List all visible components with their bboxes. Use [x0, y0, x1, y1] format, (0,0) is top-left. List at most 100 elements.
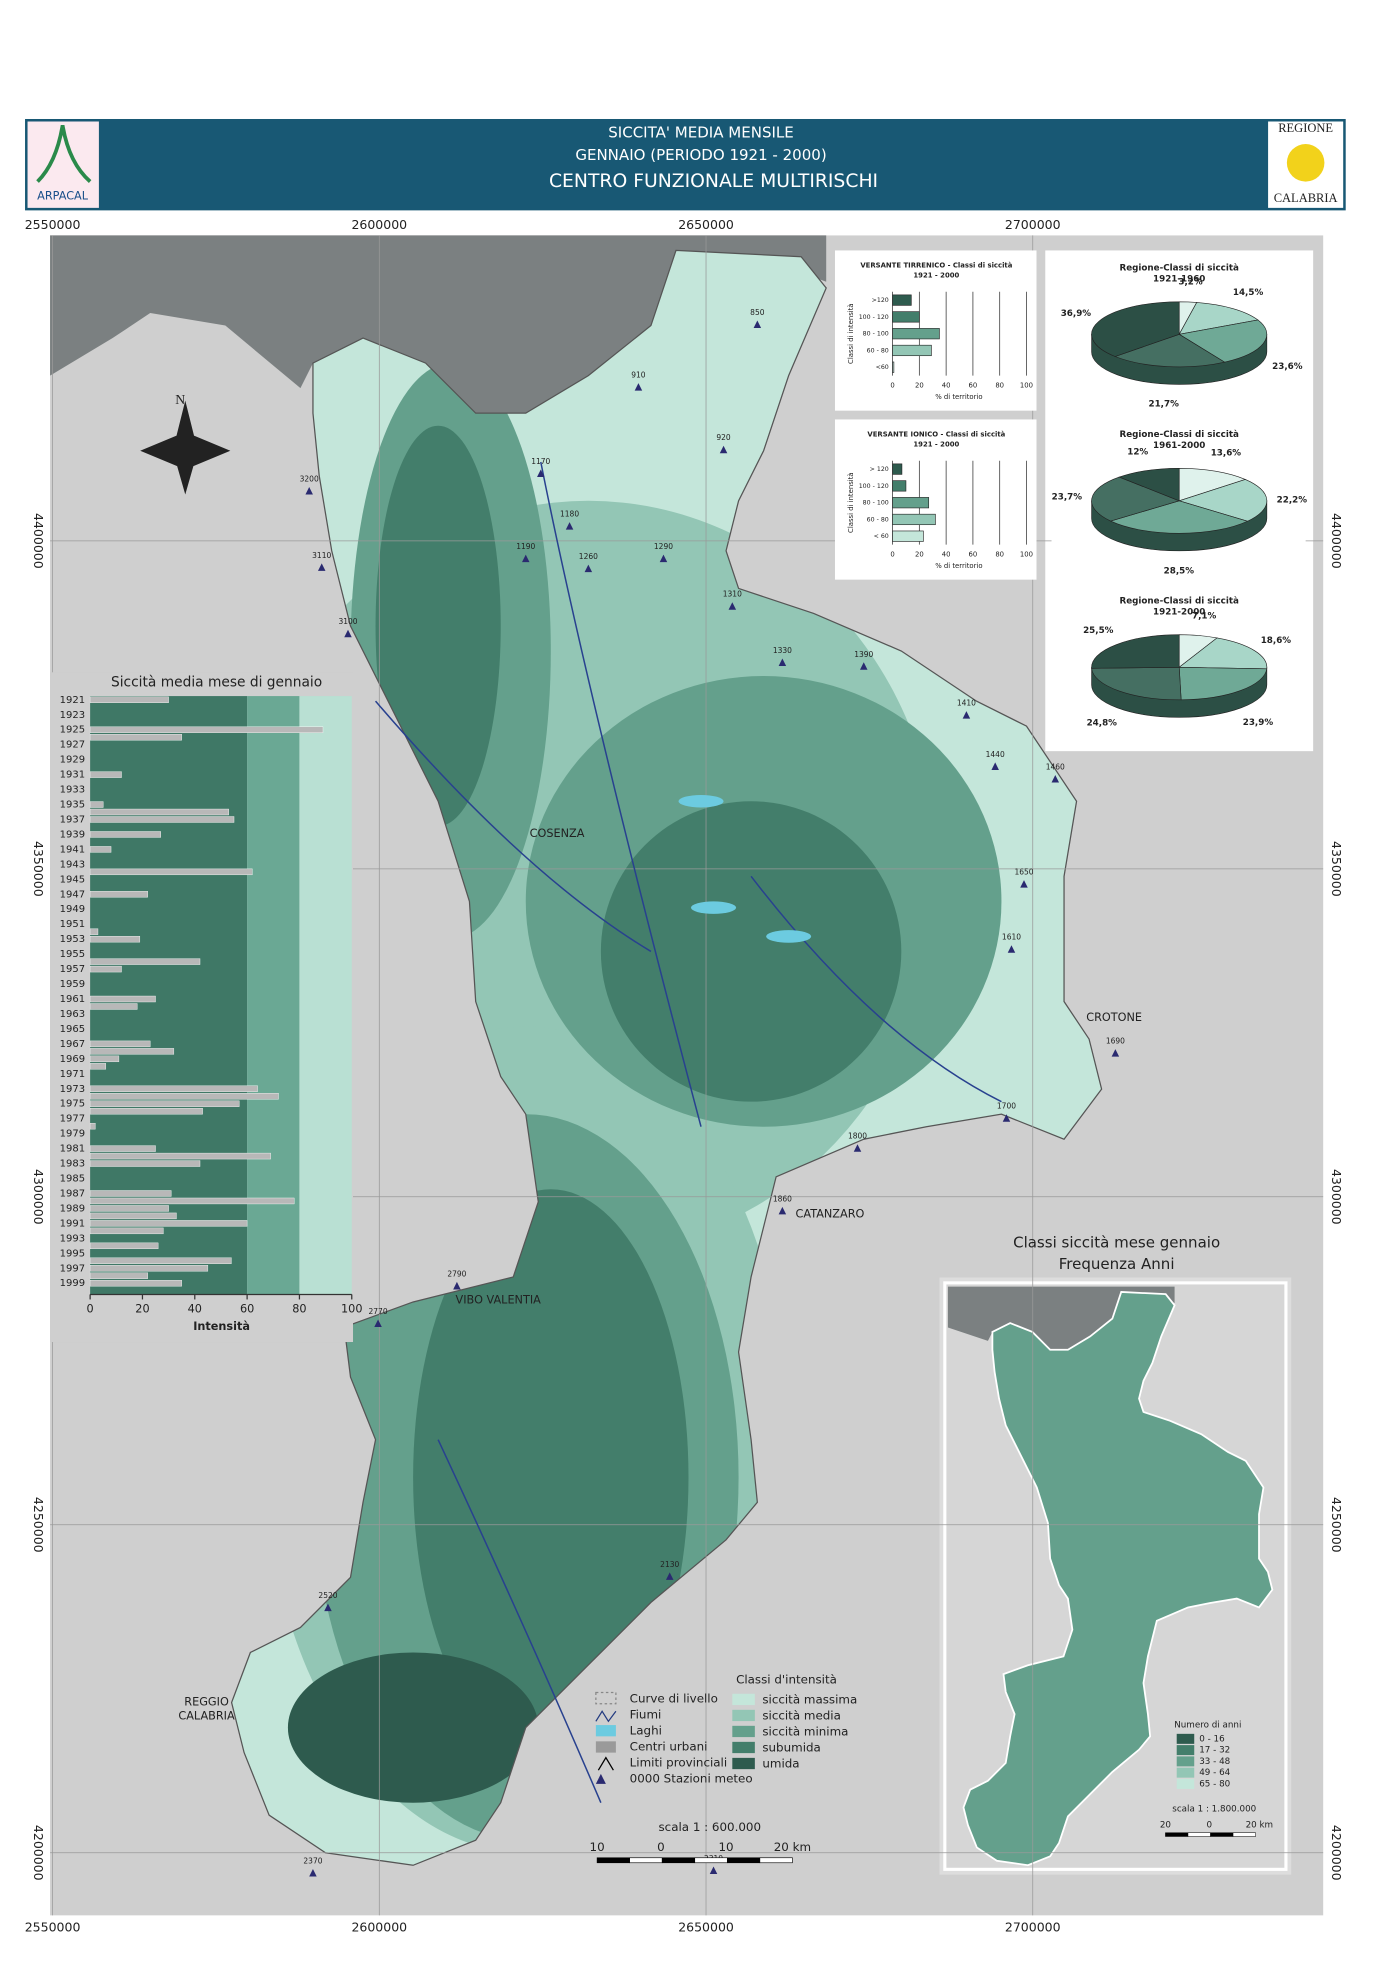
bar	[892, 311, 920, 323]
logo-text: ARPACAL	[37, 190, 89, 203]
pie-slice	[1091, 666, 1182, 701]
scale-bar	[759, 1857, 793, 1864]
y-tick-label: 1923	[60, 710, 85, 721]
y-coord-label: 4200000	[31, 1825, 46, 1881]
pie-slice	[1091, 634, 1180, 669]
y-tick-label: 1947	[60, 889, 85, 900]
station-label: 1650	[1014, 868, 1033, 877]
data-label: 36,9%	[1061, 309, 1092, 319]
station	[634, 383, 643, 391]
x-tick-label: 100	[1020, 382, 1033, 390]
y-tick-label: 1943	[60, 859, 85, 870]
x-tick-label: 60	[969, 551, 978, 559]
scale-bar	[1165, 1832, 1189, 1837]
station	[309, 1869, 317, 1877]
neighbor-land	[50, 235, 827, 414]
scale-label: scala 1 : 600.000	[658, 1820, 761, 1834]
legend-swatch	[732, 1693, 755, 1706]
legend-swatch	[1176, 1756, 1195, 1767]
legend-label: 17 - 32	[1199, 1746, 1230, 1756]
y-coord-label: 4400000	[1329, 513, 1344, 569]
data-label: 18,6%	[1261, 636, 1292, 646]
legend-label: 33 - 48	[1199, 1757, 1230, 1767]
scale-bar	[694, 1857, 728, 1864]
river	[437, 1439, 602, 1803]
bar	[89, 891, 148, 898]
x-tick-label: 60	[240, 1302, 254, 1315]
bar	[89, 868, 253, 876]
pie-slice	[1118, 467, 1180, 502]
axis-title: % di territorio	[935, 393, 982, 401]
station-label: 1410	[957, 699, 976, 708]
legend-swatch	[1176, 1733, 1195, 1744]
y-tick-label: 1937	[60, 814, 85, 825]
station	[728, 602, 737, 610]
axis-title: Classi di intensità	[847, 472, 855, 533]
legend-label: 0 - 16	[1199, 1734, 1225, 1744]
station	[719, 445, 728, 454]
y-tick-label: 1995	[60, 1248, 85, 1259]
bar	[89, 1093, 279, 1100]
legend-swatch	[732, 1709, 755, 1722]
y-tick-label: 1955	[60, 949, 85, 960]
y-tick-label: 1991	[60, 1218, 85, 1229]
bar	[89, 1242, 159, 1250]
river	[750, 875, 1002, 1103]
y-tick-label: 1931	[60, 770, 85, 781]
station	[317, 563, 326, 571]
station-label: 1170	[531, 457, 550, 466]
chart-subtitle: 1921-1960	[1153, 275, 1205, 285]
zone	[413, 1189, 689, 1766]
scale-label: 0	[657, 1840, 665, 1854]
chart-title: Regione-Classi di siccità	[1119, 263, 1239, 273]
zone	[375, 425, 501, 827]
y-tick-label: 1971	[60, 1069, 85, 1080]
bar	[89, 1063, 107, 1070]
data-label: 24,8%	[1087, 719, 1118, 729]
y-tick-label: 1979	[60, 1129, 85, 1140]
axis-title: % di territorio	[935, 562, 982, 570]
y-tick-label: 1989	[60, 1203, 85, 1214]
y-tick-label: <60	[876, 364, 889, 371]
title: CENTRO FUNZIONALE MULTIRISCHI	[549, 171, 878, 192]
chart-panel	[834, 419, 1037, 580]
bar	[892, 530, 924, 542]
lake	[691, 901, 737, 914]
legend-symbol	[595, 1773, 606, 1784]
station	[1111, 1049, 1120, 1057]
y-tick-label: 1945	[60, 874, 85, 885]
scale-bar	[1232, 1832, 1256, 1837]
y-coord-label: 4200000	[1329, 1825, 1344, 1881]
y-tick-label: 1969	[60, 1054, 85, 1065]
scale-label: 10	[590, 1840, 605, 1854]
legend-label: Fiumi	[630, 1707, 662, 1721]
legend-label: 49 - 64	[1199, 1768, 1230, 1778]
x-tick-label: 100	[341, 1302, 362, 1315]
station	[522, 554, 530, 563]
station	[853, 1144, 862, 1152]
inset-neighbor	[947, 1286, 1175, 1350]
bar	[89, 1108, 203, 1115]
bar	[89, 696, 169, 703]
chart-title: VERSANTE TIRRENICO - Classi di siccità	[860, 261, 1012, 269]
x-tick-label: 40	[188, 1302, 202, 1315]
station-label: 1690	[1106, 1037, 1125, 1046]
y-tick-label: 100 - 120	[859, 483, 889, 490]
pie-slice	[1178, 637, 1268, 670]
station-label: 1440	[986, 750, 1005, 759]
zone	[600, 801, 902, 1102]
station	[324, 1603, 332, 1612]
y-tick-label: 100 - 120	[859, 314, 889, 321]
scale-label: 10	[718, 1840, 733, 1854]
bar	[89, 1100, 240, 1107]
x-tick-label: 40	[942, 551, 951, 559]
bar	[892, 328, 940, 340]
inset-map	[947, 1286, 1274, 1867]
station	[753, 320, 762, 329]
legend-symbol	[595, 1691, 617, 1705]
legend-label: siccità minima	[762, 1725, 848, 1739]
station	[305, 487, 313, 495]
pie-slice	[1178, 302, 1259, 335]
bar	[892, 361, 895, 373]
scale-bar	[596, 1857, 630, 1864]
